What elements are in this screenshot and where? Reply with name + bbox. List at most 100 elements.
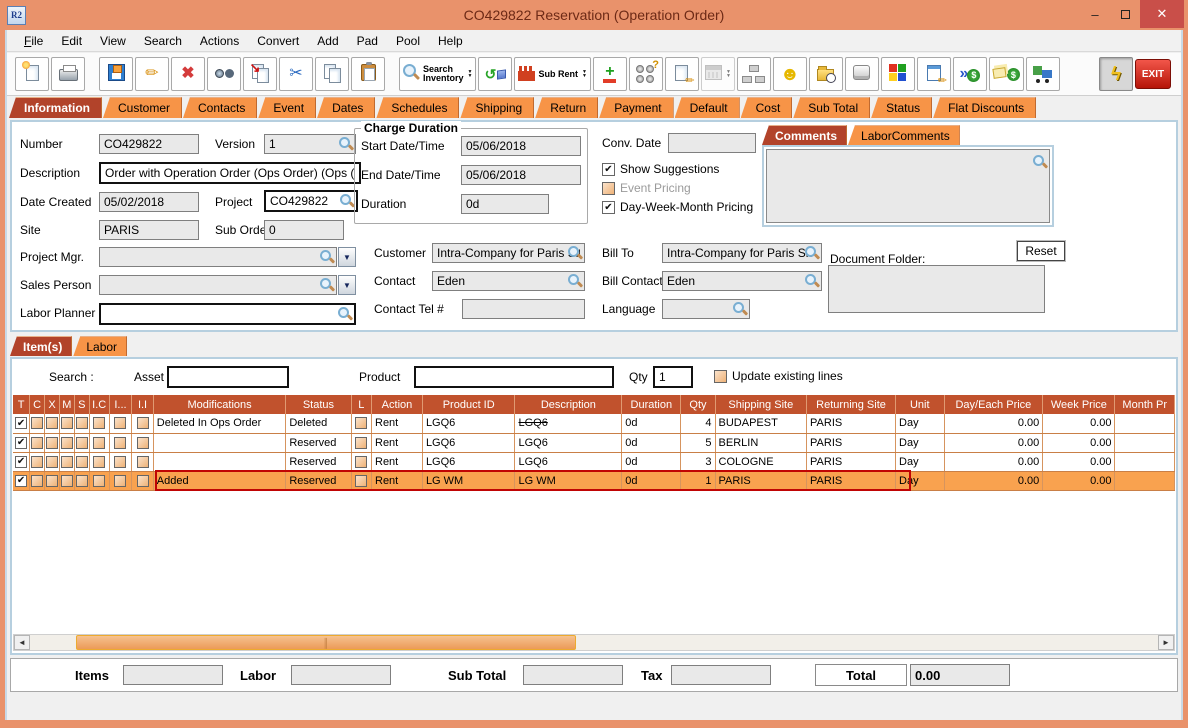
- cell-product-id[interactable]: LGQ6: [422, 414, 516, 434]
- tab-flat-discounts[interactable]: Flat Discounts: [933, 97, 1037, 118]
- search-icon[interactable]: [804, 273, 819, 288]
- delete-button[interactable]: ✖: [171, 57, 205, 91]
- row-checkbox-s[interactable]: [74, 414, 90, 434]
- cell-shipping-site[interactable]: PARIS: [715, 471, 808, 491]
- cell-modifications[interactable]: [153, 433, 287, 453]
- cell-action[interactable]: Rent: [371, 452, 423, 472]
- horizontal-scrollbar[interactable]: ◄ ║ ►: [13, 634, 1175, 651]
- maximize-button[interactable]: [1110, 0, 1140, 28]
- group-question-button[interactable]: ?: [628, 57, 663, 91]
- row-checkbox-i[interactable]: [109, 471, 133, 491]
- exit-button[interactable]: EXIT: [1135, 59, 1171, 89]
- column-header-i-c[interactable]: I.C: [89, 395, 110, 414]
- contact-tel-field[interactable]: [462, 299, 585, 319]
- column-header-description[interactable]: Description: [514, 395, 623, 414]
- contact-field[interactable]: Eden: [432, 271, 585, 291]
- row-checkbox-c[interactable]: [29, 433, 46, 453]
- scroll-right-arrow[interactable]: ►: [1158, 635, 1174, 650]
- tab-contacts[interactable]: Contacts: [183, 97, 258, 118]
- duration-field[interactable]: 0d: [461, 194, 549, 214]
- column-header-returning-site[interactable]: Returning Site: [806, 395, 897, 414]
- column-header-unit[interactable]: Unit: [895, 395, 945, 414]
- cell-duration[interactable]: 0d: [621, 414, 682, 434]
- tab-event[interactable]: Event: [258, 97, 317, 118]
- calendar-button[interactable]: ▼ ▼: [700, 57, 735, 91]
- delivery-truck-button[interactable]: [1025, 57, 1060, 91]
- comments-field[interactable]: [766, 149, 1050, 223]
- cell-week-price[interactable]: 0.00: [1042, 452, 1116, 472]
- print-button[interactable]: [51, 57, 85, 91]
- cell-month-price[interactable]: [1114, 433, 1175, 453]
- cell-unit[interactable]: Day: [895, 414, 945, 434]
- cell-product-id[interactable]: LG WM: [422, 471, 516, 491]
- version-field[interactable]: 1: [264, 134, 356, 154]
- row-checkbox-i-i[interactable]: [131, 471, 154, 491]
- menu-help[interactable]: Help: [438, 33, 463, 48]
- cell-modifications[interactable]: [153, 452, 287, 472]
- menu-pool[interactable]: Pool: [395, 33, 421, 48]
- row-checkbox-c[interactable]: [29, 414, 46, 434]
- tab-customer[interactable]: Customer: [103, 97, 183, 118]
- search-icon[interactable]: [338, 136, 353, 151]
- sales-person-dropdown[interactable]: ▼: [338, 275, 356, 295]
- search-icon[interactable]: [319, 249, 334, 264]
- row-checkbox-t[interactable]: [13, 414, 31, 434]
- number-field[interactable]: CO429822: [99, 134, 199, 154]
- edit-form-button[interactable]: ✏: [916, 57, 951, 91]
- update-existing-lines-checkbox[interactable]: [714, 369, 727, 383]
- cell-action[interactable]: Rent: [371, 414, 423, 434]
- inventory-blocks-button[interactable]: [880, 57, 915, 91]
- column-header-product-id[interactable]: Product ID: [422, 395, 516, 414]
- smiley-button[interactable]: ☻: [772, 57, 807, 91]
- column-header-status[interactable]: Status: [285, 395, 352, 414]
- menu-pad[interactable]: Pad: [356, 33, 378, 48]
- cell-description[interactable]: LGQ6: [514, 452, 623, 472]
- menu-file[interactable]: File: [24, 33, 44, 48]
- cell-description[interactable]: LGQ6: [514, 414, 623, 434]
- date-created-field[interactable]: 05/02/2018: [99, 192, 199, 212]
- copy-special-button[interactable]: ↘: [243, 57, 277, 91]
- row-checkbox-s[interactable]: [74, 452, 90, 472]
- cell-action[interactable]: Rent: [371, 433, 423, 453]
- menu-actions[interactable]: Actions: [199, 33, 240, 48]
- cell-modifications[interactable]: Deleted In Ops Order: [153, 414, 287, 434]
- save-button[interactable]: [99, 57, 133, 91]
- table-row[interactable]: Deleted In Ops OrderDeletedRentLGQ6LGQ60…: [13, 414, 1175, 434]
- folder-time-button[interactable]: [808, 57, 843, 91]
- column-header-day-each-price[interactable]: Day/Each Price: [944, 395, 1044, 414]
- cell-status[interactable]: Reserved: [285, 452, 352, 472]
- row-checkbox-l[interactable]: [351, 452, 373, 472]
- project-mgr-field[interactable]: [99, 247, 337, 267]
- row-checkbox-c[interactable]: [29, 471, 46, 491]
- find-button[interactable]: [207, 57, 241, 91]
- cell-duration[interactable]: 0d: [621, 471, 682, 491]
- language-field[interactable]: [662, 299, 750, 319]
- cell-month-price[interactable]: [1114, 452, 1175, 472]
- reset-button[interactable]: Reset: [1016, 240, 1066, 262]
- shortcut-key-button[interactable]: [844, 57, 879, 91]
- search-icon[interactable]: [339, 193, 354, 208]
- tab-cost[interactable]: Cost: [740, 97, 793, 118]
- cell-returning-site[interactable]: PARIS: [806, 414, 897, 434]
- cell-qty[interactable]: 3: [680, 452, 716, 472]
- tab-shipping[interactable]: Shipping: [460, 97, 535, 118]
- cell-day-price[interactable]: 0.00: [944, 452, 1044, 472]
- row-checkbox-m[interactable]: [59, 414, 75, 434]
- cell-unit[interactable]: Day: [895, 471, 945, 491]
- tab-return[interactable]: Return: [535, 97, 599, 118]
- sub-orders-field[interactable]: 0: [264, 220, 344, 240]
- row-checkbox-i[interactable]: [109, 414, 133, 434]
- description-field[interactable]: Order with Operation Order (Ops Order) (…: [99, 162, 361, 184]
- paste-button[interactable]: [351, 57, 385, 91]
- row-checkbox-t[interactable]: [13, 452, 31, 472]
- labor-planner-field[interactable]: [99, 303, 356, 325]
- cell-week-price[interactable]: 0.00: [1042, 433, 1116, 453]
- menu-search[interactable]: Search: [143, 33, 182, 48]
- minimize-button[interactable]: –: [1091, 6, 1099, 22]
- items-tab-item-s[interactable]: Item(s): [10, 336, 73, 356]
- cut-button[interactable]: ✂: [279, 57, 313, 91]
- cell-status[interactable]: Reserved: [285, 433, 352, 453]
- cell-description[interactable]: LGQ6: [514, 433, 623, 453]
- row-checkbox-x[interactable]: [44, 471, 60, 491]
